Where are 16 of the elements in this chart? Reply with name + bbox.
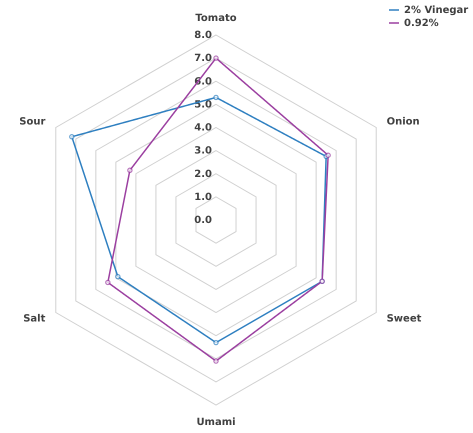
- y-tick-label: 8.0: [194, 30, 212, 41]
- y-tick-label: 2.0: [194, 168, 212, 180]
- y-tick-label: 7.0: [194, 53, 212, 64]
- spoke-label: Sweet: [386, 314, 422, 324]
- legend-label: 0.92%: [404, 18, 439, 29]
- spoke-label: Onion: [386, 116, 420, 128]
- spoke-label: Salt: [23, 314, 46, 324]
- y-tick-label: 5.0: [194, 99, 212, 110]
- spoke-label: Tomato: [195, 13, 237, 24]
- y-tick-label: 1.0: [194, 192, 212, 203]
- spoke-label: Umami: [196, 417, 236, 428]
- legend-label: 2% Vinegar: [404, 5, 468, 16]
- y-tick-label: 4.0: [194, 122, 212, 134]
- y-tick-label: 3.0: [194, 146, 212, 157]
- spoke-label: Sour: [19, 116, 46, 128]
- y-tick-label: 0.0: [194, 215, 212, 226]
